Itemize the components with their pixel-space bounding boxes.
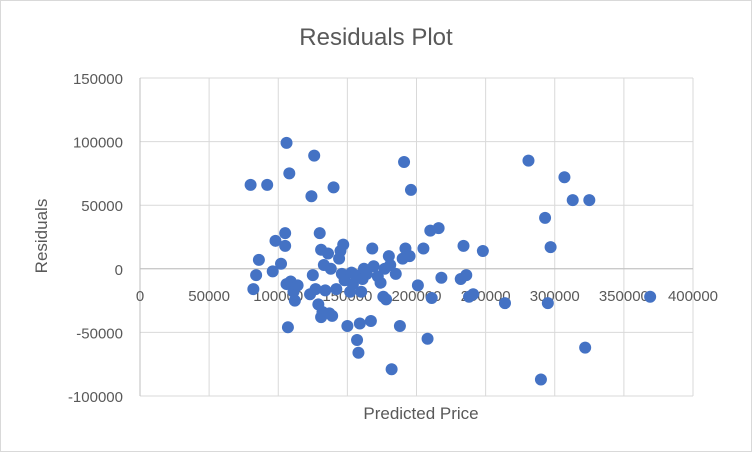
data-point	[417, 242, 430, 255]
data-point	[261, 178, 274, 191]
data-point	[353, 317, 366, 330]
data-point	[291, 279, 304, 292]
data-point	[337, 238, 350, 251]
data-point	[389, 267, 402, 280]
data-point	[308, 149, 321, 162]
data-point	[522, 154, 535, 167]
data-point	[306, 269, 319, 282]
data-points	[244, 136, 657, 386]
data-point	[326, 309, 339, 322]
data-point	[435, 271, 448, 284]
data-point	[283, 167, 296, 180]
data-point	[322, 247, 335, 260]
data-point	[457, 239, 470, 252]
data-point	[327, 181, 340, 194]
data-point	[288, 294, 301, 307]
data-point	[393, 320, 406, 333]
axes	[139, 78, 693, 396]
data-point	[266, 265, 279, 278]
data-point	[355, 285, 368, 298]
data-point	[324, 262, 337, 275]
data-point	[330, 283, 343, 296]
data-point	[411, 279, 424, 292]
x-axis-label: Predicted Price	[363, 404, 478, 423]
y-tick-label: 100000	[73, 135, 123, 152]
data-point	[467, 288, 480, 301]
data-point	[404, 183, 417, 196]
data-point	[364, 314, 377, 327]
data-point	[360, 267, 373, 280]
data-point	[382, 250, 395, 263]
data-point	[374, 276, 387, 289]
data-point	[244, 178, 257, 191]
data-point	[544, 241, 557, 254]
data-point	[498, 297, 511, 310]
data-point	[279, 239, 292, 252]
x-tick-label: 50000	[188, 288, 230, 305]
data-point	[305, 190, 318, 203]
data-point	[269, 234, 282, 247]
data-point	[541, 297, 554, 310]
y-axis-label: Residuals	[32, 199, 51, 274]
data-point	[583, 194, 596, 207]
data-point	[432, 222, 445, 235]
x-tick-label: 350000	[599, 288, 649, 305]
data-point	[250, 269, 263, 282]
data-point	[352, 346, 365, 359]
y-tick-label: -100000	[68, 389, 123, 406]
gridlines	[139, 77, 694, 397]
data-point	[351, 334, 364, 347]
data-point	[566, 194, 579, 207]
y-tick-label: -50000	[76, 325, 123, 342]
y-tick-label: 0	[115, 262, 123, 279]
data-point	[539, 211, 552, 224]
data-point	[421, 332, 434, 345]
x-tick-label: 400000	[668, 288, 718, 305]
chart-title: Residuals Plot	[299, 24, 453, 51]
data-point	[398, 155, 411, 168]
data-point	[579, 341, 592, 354]
y-tick-label: 150000	[73, 71, 123, 88]
data-point	[385, 363, 398, 376]
data-point	[275, 257, 288, 270]
data-point	[425, 292, 438, 305]
data-point	[280, 136, 293, 149]
data-point	[247, 283, 260, 296]
data-point	[319, 284, 332, 297]
data-point	[313, 227, 326, 240]
data-point	[309, 283, 322, 296]
data-point	[341, 320, 354, 333]
data-point	[534, 373, 547, 386]
x-tick-label: 300000	[530, 288, 580, 305]
data-point	[476, 244, 489, 257]
y-tick-label: 50000	[81, 198, 123, 215]
data-point	[366, 242, 379, 255]
data-point	[460, 269, 473, 282]
data-point	[403, 250, 416, 263]
data-point	[558, 171, 571, 184]
data-point	[644, 290, 657, 303]
data-point	[252, 253, 265, 266]
data-point	[281, 321, 294, 334]
data-point	[279, 227, 292, 240]
data-point	[367, 260, 380, 273]
x-tick-label: 0	[136, 288, 144, 305]
data-point	[380, 293, 393, 306]
data-point	[384, 258, 397, 271]
